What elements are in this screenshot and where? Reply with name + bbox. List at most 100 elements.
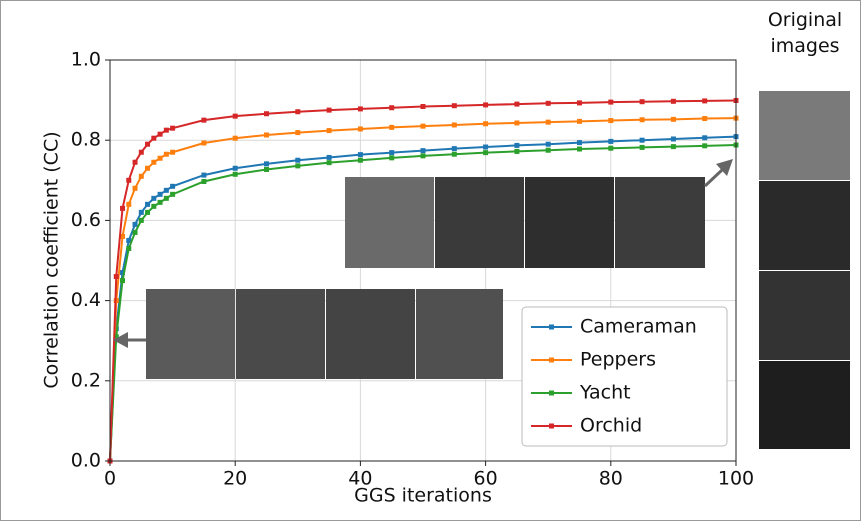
- x-tick-label: 60: [474, 468, 498, 490]
- point-marker: [114, 274, 119, 279]
- point-marker: [702, 116, 707, 121]
- inset-image: [416, 289, 503, 379]
- point-marker: [483, 150, 488, 155]
- point-marker: [452, 103, 457, 108]
- point-marker: [514, 102, 519, 107]
- point-marker: [133, 230, 138, 235]
- point-marker: [295, 109, 300, 114]
- point-marker: [608, 100, 613, 105]
- point-marker: [201, 141, 206, 146]
- point-marker: [577, 147, 582, 152]
- point-marker: [170, 150, 175, 155]
- point-marker: [145, 142, 150, 147]
- point-marker: [201, 179, 206, 184]
- point-marker: [139, 210, 144, 215]
- point-marker: [201, 173, 206, 178]
- point-marker: [640, 138, 645, 143]
- point-marker: [640, 117, 645, 122]
- inset-image: [146, 289, 235, 379]
- point-marker: [264, 111, 269, 116]
- point-marker: [145, 166, 150, 171]
- point-marker: [327, 128, 332, 133]
- y-tick-label: 1.0: [71, 49, 101, 71]
- point-marker: [702, 135, 707, 140]
- point-marker: [295, 158, 300, 163]
- original-image: [759, 271, 850, 360]
- point-marker: [608, 139, 613, 144]
- point-marker: [139, 218, 144, 223]
- point-marker: [158, 132, 163, 137]
- inset-image: [326, 289, 415, 379]
- point-marker: [358, 158, 363, 163]
- x-tick-label: 80: [599, 468, 623, 490]
- point-marker: [452, 122, 457, 127]
- point-marker: [264, 167, 269, 172]
- point-marker: [201, 118, 206, 123]
- point-marker: [483, 102, 488, 107]
- chart: Originalimages GGS iterations Correlatio…: [0, 0, 861, 521]
- legend-marker: [549, 424, 554, 429]
- point-marker: [671, 99, 676, 104]
- legend-label: Orchid: [580, 415, 642, 437]
- y-tick-label: 0.0: [71, 450, 101, 472]
- point-marker: [640, 145, 645, 150]
- point-marker: [327, 160, 332, 165]
- original-images: [759, 91, 850, 449]
- point-marker: [139, 150, 144, 155]
- y-tick-label: 0.8: [71, 129, 101, 151]
- point-marker: [577, 100, 582, 105]
- inset-image: [615, 177, 705, 268]
- point-marker: [126, 178, 131, 183]
- inset-image: [525, 177, 614, 268]
- point-marker: [133, 160, 138, 165]
- x-tick-label: 100: [718, 468, 754, 490]
- point-marker: [151, 160, 156, 165]
- point-marker: [158, 200, 163, 205]
- point-marker: [126, 202, 131, 207]
- point-marker: [133, 186, 138, 191]
- legend-label: Peppers: [580, 349, 656, 371]
- point-marker: [389, 150, 394, 155]
- inset-image: [345, 177, 434, 268]
- point-marker: [389, 125, 394, 130]
- point-marker: [702, 143, 707, 148]
- point-marker: [164, 128, 169, 133]
- point-marker: [233, 136, 238, 141]
- point-marker: [233, 172, 238, 177]
- original-image: [759, 361, 850, 449]
- x-tick-label: 40: [348, 468, 372, 490]
- y-tick-label: 0.2: [71, 369, 101, 391]
- inset-image: [435, 177, 524, 268]
- point-marker: [145, 210, 150, 215]
- point-marker: [546, 142, 551, 147]
- point-marker: [421, 148, 426, 153]
- point-marker: [327, 155, 332, 160]
- point-marker: [514, 149, 519, 154]
- point-marker: [151, 204, 156, 209]
- x-tick-label: 20: [223, 468, 247, 490]
- point-marker: [421, 104, 426, 109]
- point-marker: [608, 118, 613, 123]
- point-marker: [389, 155, 394, 160]
- point-marker: [452, 152, 457, 157]
- point-marker: [358, 126, 363, 131]
- point-marker: [640, 99, 645, 104]
- point-marker: [295, 163, 300, 168]
- original-image: [759, 181, 850, 270]
- point-marker: [514, 143, 519, 148]
- point-marker: [295, 130, 300, 135]
- point-marker: [170, 126, 175, 131]
- point-marker: [120, 206, 125, 211]
- point-marker: [671, 117, 676, 122]
- y-tick-label: 0.4: [71, 289, 101, 311]
- point-marker: [514, 120, 519, 125]
- point-marker: [158, 192, 163, 197]
- point-marker: [421, 153, 426, 158]
- legend-marker: [549, 325, 554, 330]
- legend-label: Yacht: [579, 382, 631, 404]
- point-marker: [158, 156, 163, 161]
- point-marker: [608, 146, 613, 151]
- point-marker: [327, 108, 332, 113]
- point-marker: [164, 188, 169, 193]
- point-marker: [170, 192, 175, 197]
